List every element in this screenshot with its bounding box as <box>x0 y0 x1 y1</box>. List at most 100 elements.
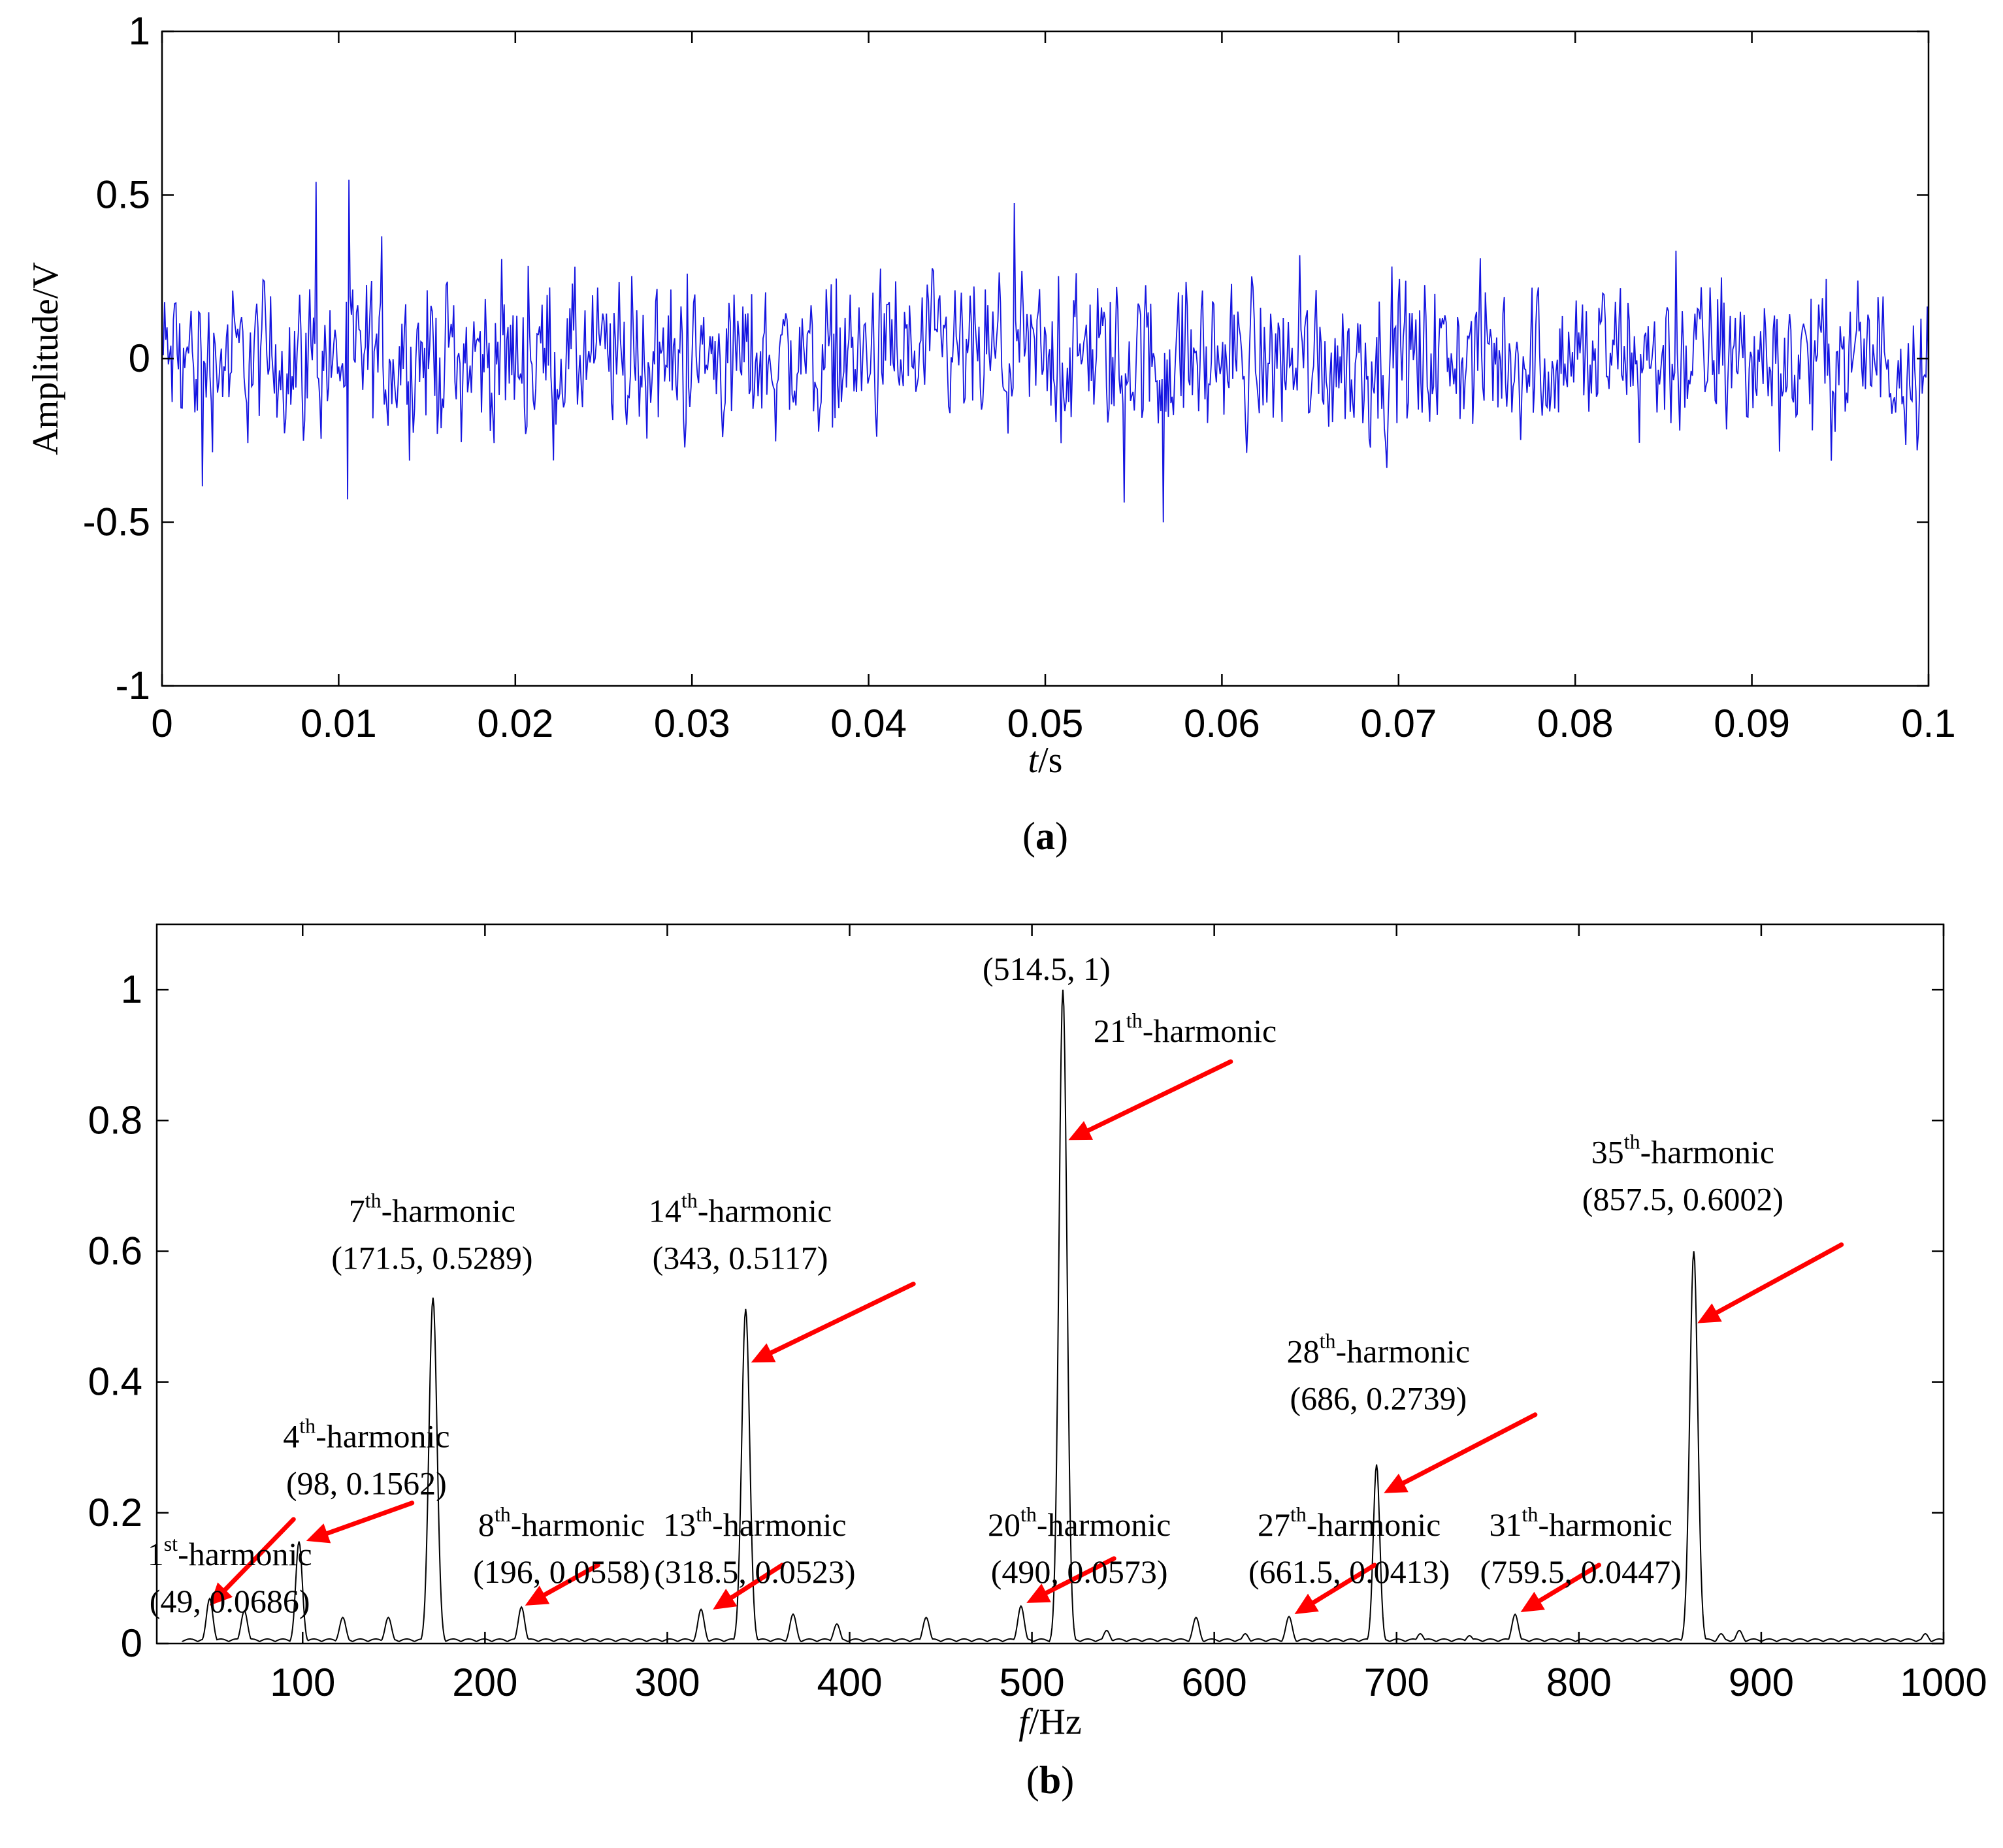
x-axis-label-a-unit: /s <box>1038 740 1062 781</box>
harmonic-name-label: 14th-harmonic <box>649 1188 832 1229</box>
harmonic-name-label: 8th-harmonic <box>478 1502 645 1543</box>
harmonic-name-label: 20th-harmonic <box>988 1502 1171 1543</box>
arrow-head <box>1068 1121 1093 1141</box>
x-tick-label-b: 700 <box>1364 1661 1429 1704</box>
arrow-head <box>209 1582 233 1606</box>
y-tick-label-a: 0.5 <box>96 173 150 217</box>
spectrum-line <box>182 990 1944 1643</box>
caption-a: (a) <box>1022 815 1068 858</box>
x-tick-label-b: 300 <box>634 1661 700 1704</box>
harmonic-arrows <box>209 1059 1844 1614</box>
harmonic-coord-label: (857.5, 0.6002) <box>1582 1180 1783 1217</box>
harmonic-coord-label: (171.5, 0.5289) <box>331 1239 532 1276</box>
arrow-head <box>1294 1593 1319 1614</box>
x-tick-label-b: 200 <box>452 1661 517 1704</box>
x-tick-label-a: 0.01 <box>301 702 377 745</box>
harmonic-name-label: 27th-harmonic <box>1258 1502 1441 1543</box>
x-tick-label-b: 100 <box>270 1661 335 1704</box>
signal-series <box>161 180 1929 523</box>
arrow-shaft <box>1044 1556 1116 1596</box>
y-tick-label-b: 0.8 <box>88 1098 142 1142</box>
harmonic-coord-label: (759.5, 0.0447) <box>1480 1553 1681 1590</box>
harmonic-coord-label: (343, 0.5117) <box>653 1239 828 1276</box>
x-tick-label-b: 600 <box>1182 1661 1247 1704</box>
harmonic-coord-label: (514.5, 1) <box>983 950 1111 987</box>
caption-b: (b) <box>1026 1759 1074 1802</box>
harmonic-coord-label: (490, 0.0573) <box>991 1553 1168 1590</box>
arrow-shaft <box>325 1500 415 1536</box>
panel-a: 0 0.01 0.02 0.03 0.04 0.05 0.06 0.07 0.08 0.09 0.1… <box>25 9 1956 858</box>
signal-line <box>161 180 1929 523</box>
y-tick-label-b: 0.4 <box>88 1360 142 1404</box>
arrow-head <box>1026 1583 1051 1603</box>
harmonic-coord-label: (49, 0.0686) <box>150 1583 310 1619</box>
x-tick-label-b: 1000 <box>1900 1661 1987 1704</box>
x-tick-label-a: 0.1 <box>1901 702 1955 745</box>
x-tick-label-a: 0 <box>151 702 172 745</box>
x-axis-label-b: f/Hz <box>1018 1702 1081 1742</box>
arrow-head <box>306 1523 331 1544</box>
x-tick-label-a: 0.02 <box>477 702 553 745</box>
plot-b-ticks: 100 200 300 400 500 600 700 800 900 1000 0 0.2 0.4 0.… <box>88 924 1987 1704</box>
harmonic-name-label: 21th-harmonic <box>1094 1009 1277 1049</box>
arrow-shaft <box>1086 1059 1233 1133</box>
arrow-shaft <box>542 1563 600 1597</box>
caption-b-letter: b <box>1039 1759 1061 1802</box>
y-tick-label-b: 0 <box>121 1621 142 1665</box>
plot-a-ticks: 0 0.01 0.02 0.03 0.04 0.05 0.06 0.07 0.08 0.09 0.1… <box>83 9 1956 745</box>
harmonic-name-label: 28th-harmonic <box>1287 1329 1470 1370</box>
arrow-head <box>1697 1303 1722 1323</box>
y-tick-label-b: 1 <box>121 967 142 1011</box>
y-tick-label-b: 0.2 <box>88 1491 142 1534</box>
arrow-shaft <box>1311 1563 1377 1605</box>
harmonic-name-label: 7th-harmonic <box>349 1188 515 1229</box>
x-tick-label-a: 0.06 <box>1184 702 1260 745</box>
harmonic-coord-label: (98, 0.1562) <box>286 1465 447 1502</box>
x-axis-label-b-unit: /Hz <box>1029 1702 1082 1742</box>
panel-b: 100 200 300 400 500 600 700 800 900 1000 0 0.2 0.4 0.… <box>88 923 1987 1802</box>
arrow-head <box>1520 1591 1545 1612</box>
arrow-shaft <box>729 1563 785 1600</box>
arrow-shaft <box>223 1517 296 1593</box>
harmonic-name-label: 4th-harmonic <box>283 1414 449 1455</box>
caption-a-letter: a <box>1035 815 1055 858</box>
harmonic-coord-label: (661.5, 0.0413) <box>1248 1553 1450 1590</box>
arrow-head <box>1384 1473 1409 1493</box>
arrow-shaft <box>1714 1242 1844 1315</box>
x-tick-label-b: 500 <box>1000 1661 1065 1704</box>
spectrum-series <box>182 990 1944 1643</box>
x-tick-label-a: 0.08 <box>1537 702 1614 745</box>
x-tick-label-a: 0.07 <box>1360 702 1437 745</box>
y-tick-label-a: -1 <box>116 664 150 707</box>
x-tick-label-a: 0.03 <box>654 702 730 745</box>
harmonic-name-label: 31th-harmonic <box>1489 1502 1672 1543</box>
x-tick-label-a: 0.04 <box>830 702 907 745</box>
y-tick-label-a: 0 <box>129 336 150 380</box>
y-axis-label-a: Amplitude/V <box>25 262 66 455</box>
x-tick-label-b: 400 <box>817 1661 882 1704</box>
x-axis-label-a: t/s <box>1028 740 1063 781</box>
y-tick-label-a: 1 <box>129 9 150 53</box>
x-axis-label-a-var: t <box>1028 740 1039 781</box>
arrow-head <box>525 1585 550 1606</box>
arrow-shaft <box>768 1282 916 1355</box>
harmonic-name-label: 1st-harmonic <box>148 1532 312 1572</box>
arrow-head <box>751 1343 776 1363</box>
harmonic-coord-label: (686, 0.2739) <box>1290 1380 1467 1417</box>
arrow-shaft <box>1537 1563 1602 1603</box>
arrow-head <box>713 1589 738 1610</box>
harmonic-coord-label: (196, 0.0558) <box>473 1553 650 1590</box>
harmonic-coord-label: (318.5, 0.0523) <box>654 1553 855 1590</box>
y-tick-label-a: -0.5 <box>83 500 150 544</box>
arrow-shaft <box>1401 1412 1538 1485</box>
x-tick-label-a: 0.09 <box>1714 702 1790 745</box>
plot-b-frame <box>155 923 1945 1645</box>
y-tick-label-b: 0.6 <box>88 1229 142 1273</box>
x-tick-label-a: 0.05 <box>1007 702 1084 745</box>
harmonic-annotations: 1st-harmonic (49, 0.0686) 4th-harmonic (98,… <box>148 950 1783 1619</box>
harmonic-name-label: 35th-harmonic <box>1591 1129 1774 1170</box>
x-tick-label-b: 800 <box>1546 1661 1612 1704</box>
x-tick-label-b: 900 <box>1729 1661 1794 1704</box>
harmonic-name-label: 13th-harmonic <box>663 1502 846 1543</box>
